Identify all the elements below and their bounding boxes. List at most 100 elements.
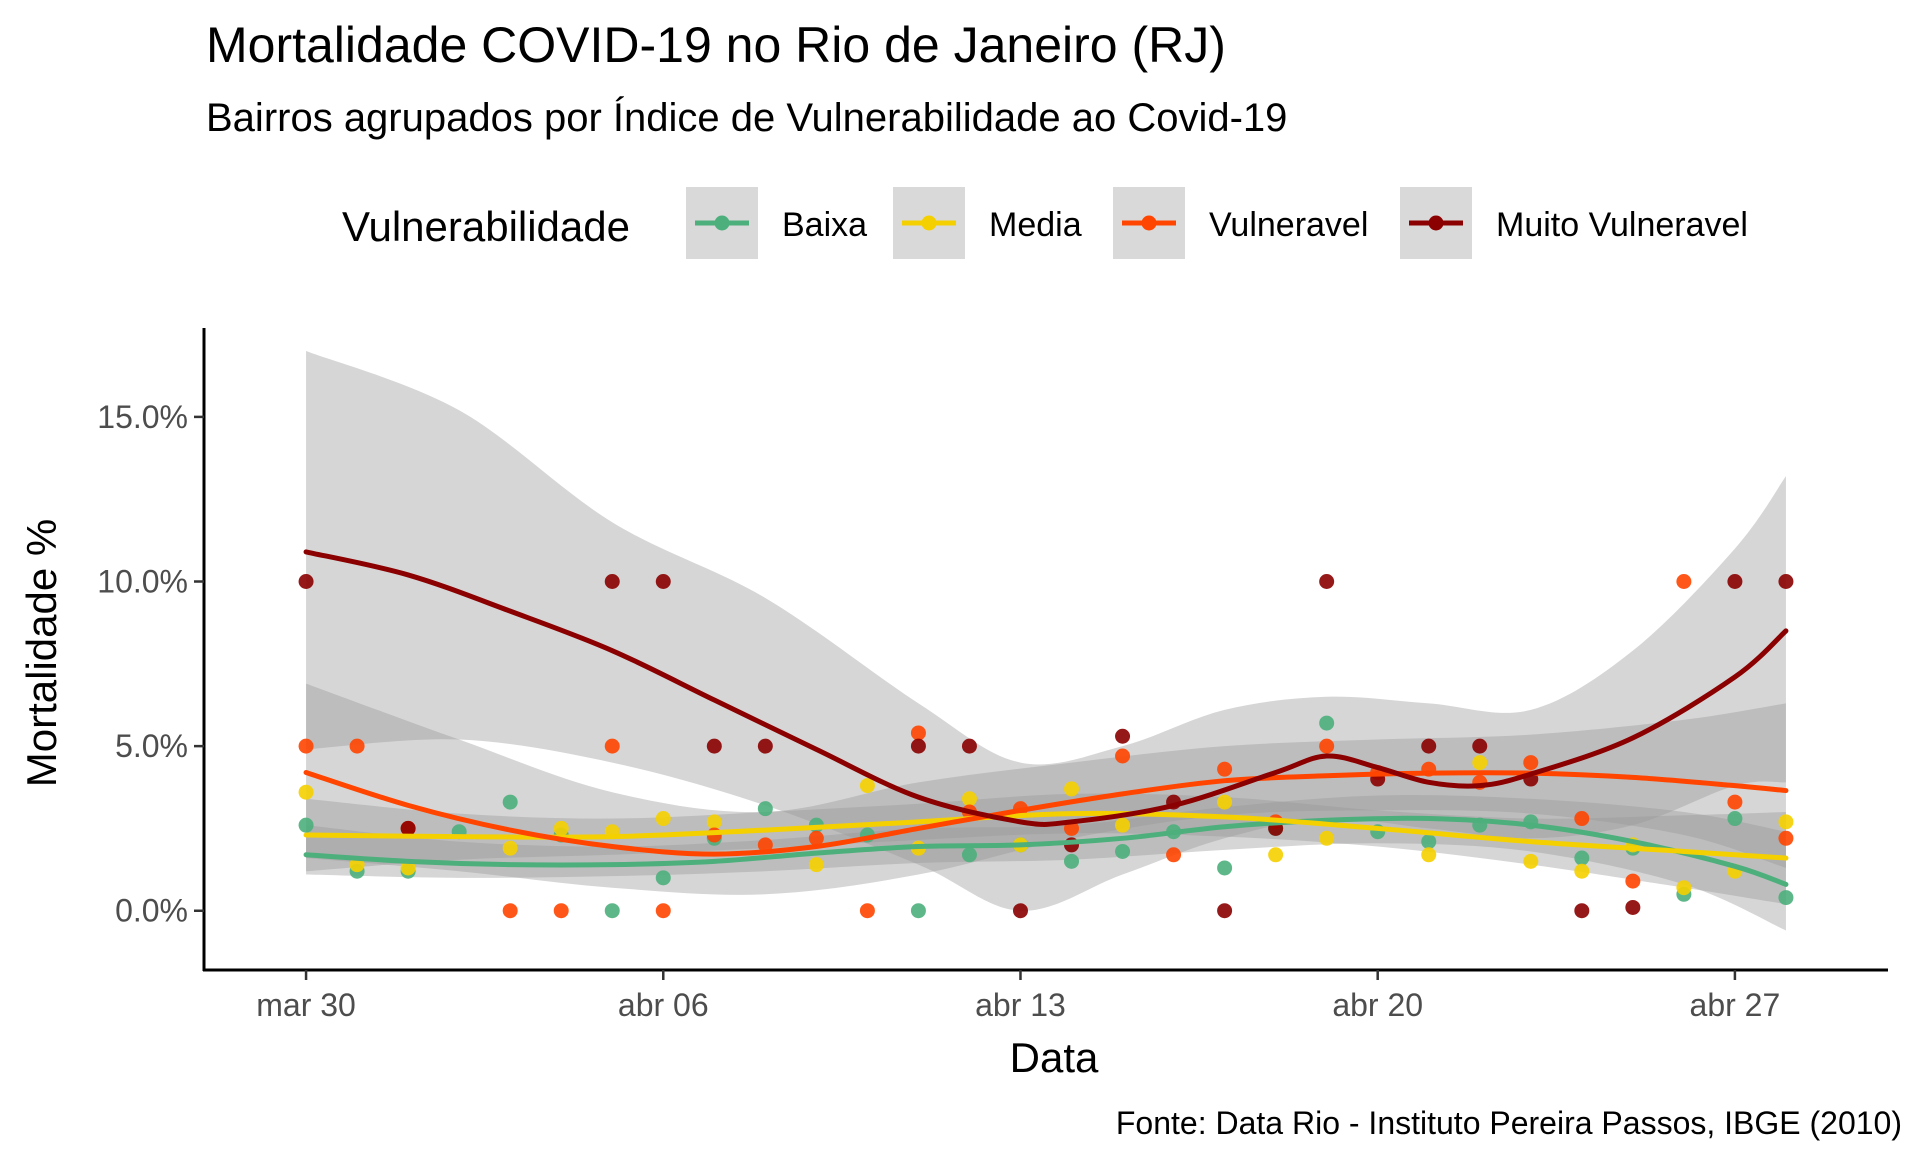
caption: Fonte: Data Rio - Instituto Pereira Pass…: [1116, 1105, 1902, 1141]
point-media: [553, 820, 569, 836]
y-axis-ticks: 0.0% 5.0% 10.0% 15.0%: [97, 399, 204, 929]
x-tick-label: mar 30: [256, 987, 356, 1023]
point-baixa: [1727, 811, 1743, 827]
point-baixa: [910, 903, 926, 919]
point-muito-vulneravel: [706, 738, 722, 754]
y-tick-label: 10.0%: [97, 564, 188, 600]
point-muito-vulneravel: [298, 574, 314, 590]
point-media: [1778, 814, 1794, 830]
legend-dot-vulneravel: [1141, 215, 1157, 231]
point-vulneravel: [859, 903, 875, 919]
point-vulneravel: [1676, 574, 1692, 590]
point-baixa: [1778, 890, 1794, 906]
point-media: [400, 860, 416, 876]
point-muito-vulneravel: [1574, 903, 1590, 919]
point-media: [859, 778, 875, 794]
point-vulneravel: [349, 738, 365, 754]
smooth-line-baixa: [303, 815, 1789, 887]
point-vulneravel: [1217, 761, 1233, 777]
point-baixa: [655, 870, 671, 886]
point-media: [1574, 863, 1590, 879]
legend-label-muito-vulneravel: Muito Vulneravel: [1496, 206, 1748, 244]
point-media: [1217, 794, 1233, 810]
point-muito-vulneravel: [400, 820, 416, 836]
point-vulneravel: [553, 903, 569, 919]
point-baixa: [298, 817, 314, 833]
x-tick-label: abr 06: [618, 987, 709, 1023]
point-baixa: [1064, 853, 1080, 869]
legend-label-vulneravel: Vulneravel: [1209, 206, 1368, 244]
point-baixa: [757, 801, 773, 817]
point-vulneravel: [1166, 847, 1182, 863]
point-media: [808, 857, 824, 873]
point-vulneravel: [757, 837, 773, 853]
point-baixa: [1115, 843, 1131, 859]
legend-label-media: Media: [989, 206, 1082, 244]
point-media: [1115, 817, 1131, 833]
point-muito-vulneravel: [757, 738, 773, 754]
point-vulneravel: [298, 738, 314, 754]
x-axis-title: Data: [1010, 1034, 1099, 1081]
point-vulneravel: [808, 830, 824, 846]
point-muito-vulneravel: [1319, 574, 1335, 590]
smooth-line-muito-vulneravel: [303, 549, 1789, 827]
x-tick-label: abr 27: [1690, 987, 1781, 1023]
point-muito-vulneravel: [1115, 728, 1131, 744]
point-baixa: [1319, 715, 1335, 731]
point-media: [1268, 847, 1284, 863]
smooth-lines: [303, 549, 1789, 887]
point-baixa: [1574, 850, 1590, 866]
point-baixa: [1421, 834, 1437, 850]
confidence-band-vulneravel: [306, 683, 1786, 895]
point-muito-vulneravel: [1472, 738, 1488, 754]
point-media: [1523, 853, 1539, 869]
legend: Baixa Media Vulneravel Muito Vulneravel: [686, 187, 1748, 259]
x-tick-label: abr 20: [1332, 987, 1423, 1023]
point-media: [1676, 880, 1692, 896]
point-vulneravel: [1778, 830, 1794, 846]
point-vulneravel: [1523, 755, 1539, 771]
point-muito-vulneravel: [1012, 903, 1028, 919]
point-baixa: [502, 794, 518, 810]
x-axis-ticks: mar 30 abr 06 abr 13 abr 20 abr 27: [256, 970, 1780, 1023]
point-vulneravel: [502, 903, 518, 919]
point-vulneravel: [1319, 738, 1335, 754]
point-muito-vulneravel: [1421, 738, 1437, 754]
point-muito-vulneravel: [961, 738, 977, 754]
point-media: [706, 814, 722, 830]
point-vulneravel: [604, 738, 620, 754]
point-media: [655, 811, 671, 827]
point-media: [961, 791, 977, 807]
point-muito-vulneravel: [1625, 899, 1641, 915]
point-vulneravel: [1727, 794, 1743, 810]
y-tick-label: 15.0%: [97, 399, 188, 435]
legend-title: Vulnerabilidade: [342, 203, 630, 250]
legend-item-baixa: Baixa: [686, 187, 867, 259]
legend-item-muito-vulneravel: Muito Vulneravel: [1400, 187, 1748, 259]
point-vulneravel: [655, 903, 671, 919]
point-media: [1319, 830, 1335, 846]
point-vulneravel: [1115, 748, 1131, 764]
point-media: [298, 784, 314, 800]
legend-dot-media: [921, 215, 937, 231]
legend-item-media: Media: [893, 187, 1082, 259]
chart-title: Mortalidade COVID-19 no Rio de Janeiro (…: [206, 17, 1226, 73]
legend-dot-baixa: [714, 215, 730, 231]
point-muito-vulneravel: [1217, 903, 1233, 919]
point-muito-vulneravel: [604, 574, 620, 590]
point-baixa: [961, 847, 977, 863]
confidence-band-baixa: [306, 795, 1786, 931]
legend-label-baixa: Baixa: [782, 206, 867, 244]
point-media: [502, 840, 518, 856]
point-vulneravel: [1574, 811, 1590, 827]
x-tick-label: abr 13: [975, 987, 1066, 1023]
point-media: [1421, 847, 1437, 863]
point-baixa: [1217, 860, 1233, 876]
point-muito-vulneravel: [910, 738, 926, 754]
y-tick-label: 0.0%: [115, 893, 188, 929]
point-vulneravel: [910, 725, 926, 741]
legend-item-vulneravel: Vulneravel: [1113, 187, 1368, 259]
point-media: [1064, 781, 1080, 797]
legend-dot-muito-vulneravel: [1428, 215, 1444, 231]
